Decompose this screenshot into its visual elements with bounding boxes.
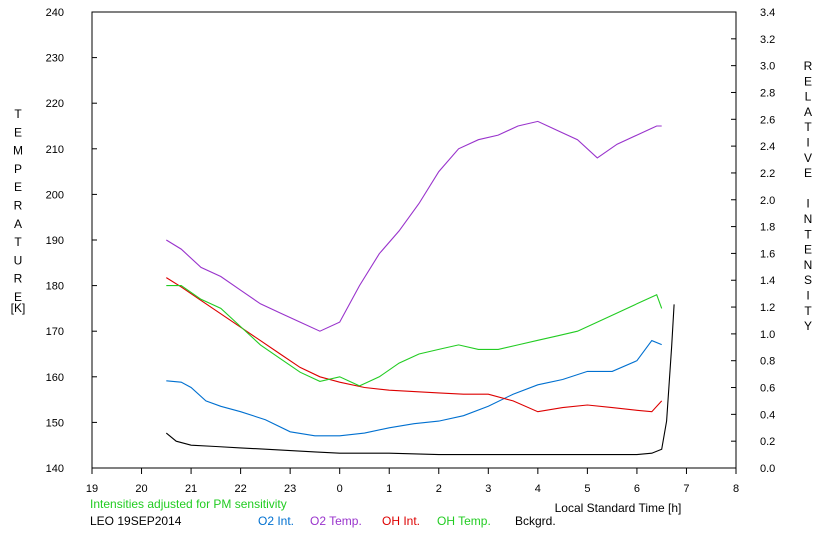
x-axis-label: Local Standard Time [h] (555, 501, 682, 515)
legend-entry: OH Int. (382, 514, 420, 528)
right-tick-label: 3.4 (760, 7, 775, 19)
left-label-letter: P (14, 162, 22, 176)
left-label-letter: T (14, 235, 22, 249)
x-tick-label: 4 (535, 483, 541, 495)
right-tick-label: 0.0 (760, 463, 775, 475)
left-tick-label: 210 (46, 144, 64, 156)
left-label-letter: T (14, 107, 22, 121)
x-tick-label: 8 (733, 483, 739, 495)
right-tick-label: 2.2 (760, 168, 775, 180)
x-tick-label: 5 (584, 483, 590, 495)
right-tick-label: 0.4 (760, 409, 775, 421)
legend-entry: Bckgrd. (515, 514, 556, 528)
series-o2-temp (166, 120, 662, 332)
left-tick-label: 170 (46, 326, 64, 338)
right-label-letter: S (804, 273, 812, 287)
plot-frame (91, 11, 737, 469)
right-label-letter: E (804, 166, 812, 180)
right-label-letter: T (804, 120, 812, 134)
right-label-letter: L (805, 90, 812, 104)
x-axis-ticks: 19 20 21 22 23 0 1 2 3 4 5 6 7 8 (86, 468, 739, 495)
left-label-letter: E (14, 290, 22, 304)
right-label-letter: T (804, 304, 812, 318)
station-label: LEO 19SEP2014 (90, 514, 182, 528)
right-axis-ticks: 0.0 0.2 0.4 0.6 0.8 1.0 1.2 1.4 1.6 1.8 2.0 2.2 2.4 2… (731, 7, 775, 475)
right-tick-label: 1.4 (760, 275, 775, 287)
right-label-letter: I (806, 289, 809, 303)
left-label-letter: R (14, 199, 23, 213)
right-label-letter: E (804, 243, 812, 257)
right-label-letter: N (804, 258, 813, 272)
right-tick-label: 0.2 (760, 436, 775, 448)
right-label-letter: I (806, 197, 809, 211)
x-tick-label: 6 (634, 483, 640, 495)
right-tick-label: 1.8 (760, 222, 775, 234)
left-tick-label: 150 (46, 417, 64, 429)
x-tick-label: 23 (284, 483, 296, 495)
legend-entry: OH Temp. (437, 514, 491, 528)
x-tick-label: 22 (234, 483, 246, 495)
left-tick-label: 230 (46, 53, 64, 65)
series-bckgrd (165, 304, 675, 456)
legend: O2 Int. O2 Temp. OH Int. OH Temp. Bckgrd. (258, 514, 556, 528)
right-tick-label: 3.0 (760, 61, 775, 73)
x-tick-label: 20 (135, 483, 147, 495)
x-tick-label: 19 (86, 483, 98, 495)
right-tick-label: 2.8 (760, 87, 775, 99)
pm-note: Intensities adjusted for PM sensitivity (90, 497, 287, 511)
left-tick-label: 200 (46, 189, 64, 201)
right-label-letter: R (804, 59, 813, 73)
left-label-letter: M (13, 144, 23, 158)
right-tick-label: 1.6 (760, 248, 775, 260)
right-label-letter: N (804, 212, 813, 226)
right-tick-label: 2.6 (760, 114, 775, 126)
right-tick-label: 2.0 (760, 195, 775, 207)
right-label-letter: I (806, 136, 809, 150)
right-label-letter: E (804, 74, 812, 88)
left-tick-label: 190 (46, 235, 64, 247)
left-tick-label: 220 (46, 98, 64, 110)
right-label-letter: A (804, 105, 812, 119)
left-label-letter: E (14, 180, 22, 194)
right-label-letter: V (804, 151, 812, 165)
x-tick-label: 2 (436, 483, 442, 495)
x-tick-label: 7 (683, 483, 689, 495)
left-label-letter: E (14, 125, 22, 139)
legend-entry: O2 Temp. (310, 514, 362, 528)
right-tick-label: 0.6 (760, 383, 775, 395)
right-tick-label: 3.2 (760, 34, 775, 46)
left-label-letter: A (14, 217, 22, 231)
x-tick-label: 0 (337, 483, 343, 495)
series-oh-int (166, 277, 663, 413)
right-tick-label: 1.0 (760, 329, 775, 341)
left-tick-label: 160 (46, 372, 64, 384)
left-tick-label: 240 (46, 7, 64, 19)
series-o2-int (166, 339, 662, 437)
left-tick-label: 180 (46, 281, 64, 293)
series-oh-temp (166, 285, 663, 387)
x-tick-label: 1 (386, 483, 392, 495)
left-label-letter: R (14, 272, 23, 286)
left-tick-label: 140 (46, 463, 64, 475)
left-axis-ticks: 140 150 160 170 180 190 200 210 220 230 240 (46, 7, 97, 475)
right-tick-label: 1.2 (760, 302, 775, 314)
left-label-letter: U (14, 253, 23, 267)
series-layer (165, 120, 675, 456)
left-axis-unit: [K] (11, 301, 26, 315)
right-label-letter: T (804, 227, 812, 241)
legend-entry: O2 Int. (258, 514, 294, 528)
right-tick-label: 0.8 (760, 356, 775, 368)
x-tick-label: 21 (185, 483, 197, 495)
right-tick-label: 2.4 (760, 141, 775, 153)
x-tick-label: 3 (485, 483, 491, 495)
right-label-letter: Y (804, 319, 812, 333)
